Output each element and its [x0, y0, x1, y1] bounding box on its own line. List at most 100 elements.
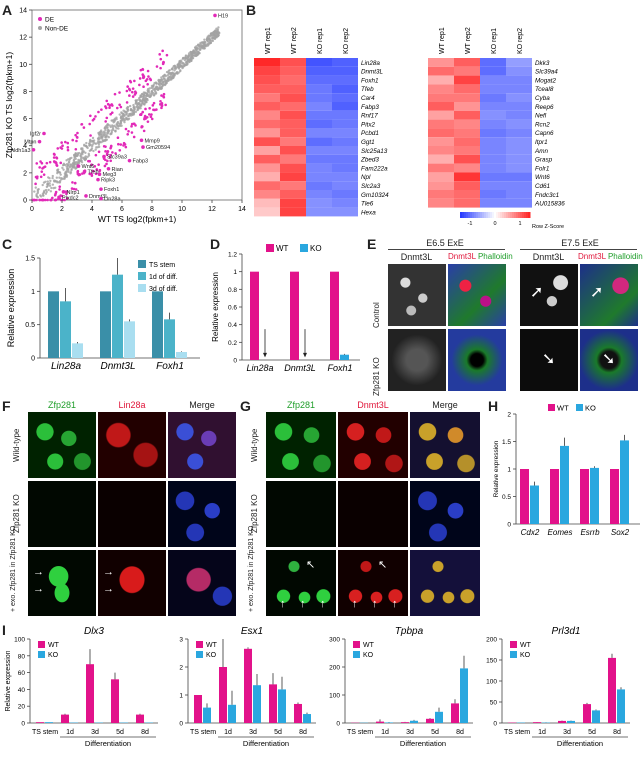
nonde-point [80, 147, 83, 150]
nonde-point [115, 123, 118, 126]
colorbar-segment [470, 212, 473, 218]
bar [112, 274, 123, 358]
heatmap-row-label: Car4 [361, 95, 375, 102]
nonde-point [155, 87, 158, 91]
nonde-point [132, 107, 136, 110]
de-point [98, 168, 102, 172]
category-label: 8d [613, 729, 621, 736]
de-point [59, 146, 62, 149]
y-tick-label: 4 [23, 143, 27, 150]
heatmap-cell [306, 137, 332, 146]
nonde-point [193, 52, 197, 55]
y-tick-label: 100 [14, 637, 25, 644]
nonde-point [46, 180, 50, 183]
heatmap-cell [332, 66, 358, 76]
y-tick-label: 0.4 [228, 322, 237, 329]
nonde-point [58, 176, 61, 179]
point-label: Mmp9 [145, 138, 160, 144]
de-point [70, 187, 74, 190]
de-point [127, 129, 130, 133]
labeled-point [99, 196, 103, 201]
de-point [142, 76, 145, 80]
de-point [54, 190, 58, 194]
point-label: Foxh1 [104, 187, 119, 193]
nonde-point [137, 97, 141, 100]
de-point [146, 120, 150, 123]
e-row-ko: Zfp281 KO [372, 357, 381, 396]
y-axis-label: Relative expression [211, 272, 220, 342]
nonde-point [104, 129, 107, 132]
heatmap-cell [480, 66, 506, 76]
legend-swatch [353, 651, 360, 658]
de-point [117, 142, 120, 146]
heatmap-column-label: WT rep2 [465, 27, 472, 54]
de-point [66, 146, 70, 149]
nonde-point [35, 195, 39, 198]
category-label: Foxh1 [327, 363, 352, 373]
colorbar-segment [462, 212, 465, 218]
panel-letter-f: F [2, 398, 11, 414]
de-point [133, 79, 136, 83]
nonde-point [135, 105, 138, 109]
category-label: 1d [381, 729, 389, 736]
heatmap-cell [454, 110, 480, 120]
nonde-point [110, 119, 113, 122]
category-label: TS stem [504, 729, 530, 736]
bar-chart-i4: 0 50 100 150 200 TS stem 1d 3d 5d 8d WT KO Prl3d1 Dif… [486, 626, 630, 748]
chart-title: Esx1 [241, 626, 263, 637]
nonde-point [106, 125, 109, 129]
de-point [106, 150, 110, 153]
heatmap-cell [480, 75, 506, 85]
colorbar-segment [510, 212, 513, 218]
nonde-point [166, 78, 170, 82]
nonde-point [168, 75, 171, 79]
de-point [150, 113, 153, 116]
de-point [94, 172, 98, 176]
heatmap-cell [332, 137, 358, 146]
heatmap-cell [332, 84, 358, 94]
nonde-point [61, 166, 64, 170]
category-label: 3d [563, 729, 571, 736]
nonde-point [205, 38, 209, 41]
nonde-point [150, 90, 154, 93]
de-point [105, 153, 109, 156]
bar [303, 714, 311, 723]
heatmap-cell [332, 198, 358, 208]
colorbar-segment [492, 212, 495, 218]
bar [48, 291, 59, 358]
heatmap-cell [506, 163, 532, 173]
de-point [105, 162, 108, 166]
x-tick-label: 2 [60, 206, 64, 213]
nonde-point [55, 176, 59, 179]
de-point [118, 148, 122, 152]
labeled-point [106, 166, 111, 171]
nonde-point [87, 152, 90, 156]
legend-label: TS stem [149, 262, 175, 269]
heatmap-cell [280, 137, 306, 146]
nonde-point [163, 77, 166, 80]
point-label: Rian [112, 167, 123, 173]
nonde-point [139, 99, 142, 102]
de-point [75, 136, 79, 139]
legend-label: WT [276, 244, 289, 253]
heatmap-row-label: Fam222a [361, 165, 388, 172]
heatmap-column-label: KO rep2 [343, 28, 350, 54]
bar-chart-i1: 0 20 40 60 80 100 TS stem 1d 3d 5d 8d WT KO Dlx3 Diffe… [14, 626, 158, 748]
bar [136, 714, 144, 723]
bar [244, 648, 252, 723]
heatmap-cell [506, 128, 532, 138]
colorbar-segment [524, 212, 527, 218]
heatmap-cell [306, 93, 332, 102]
nonde-point [161, 80, 165, 83]
heatmap-cell [306, 102, 332, 111]
heatmap-chart-b: WT rep1 WT rep2 KO rep1 KO rep2 Lin28a Dnmt3L… [254, 27, 565, 230]
colorbar-segment [460, 212, 463, 218]
labeled-point [97, 172, 102, 177]
nonde-point [85, 141, 88, 145]
nonde-point [115, 117, 118, 121]
nonde-point [79, 159, 82, 163]
legend-label: KO [310, 244, 322, 253]
de-point [125, 89, 129, 93]
de-point [164, 103, 167, 107]
nonde-point [65, 162, 69, 166]
